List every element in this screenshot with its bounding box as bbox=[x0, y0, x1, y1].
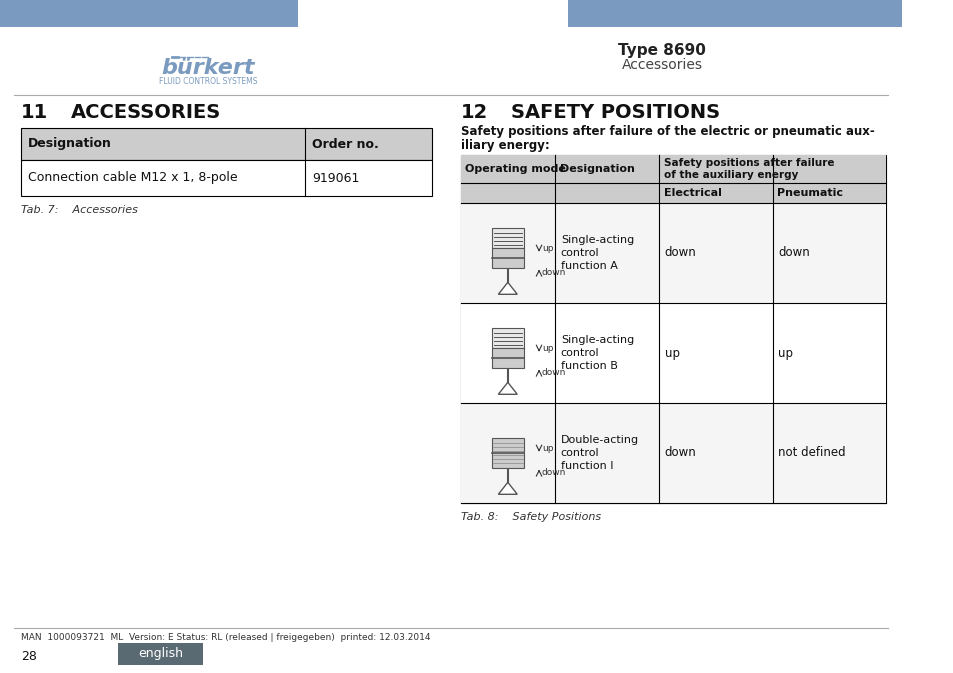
Text: Safety positions after failure
of the auxiliary energy: Safety positions after failure of the au… bbox=[663, 157, 834, 180]
Text: down: down bbox=[664, 246, 696, 260]
Bar bbox=[0, 0, 297, 27]
Text: Accessories: Accessories bbox=[620, 58, 701, 72]
Bar bbox=[460, 155, 885, 183]
Bar bbox=[491, 349, 523, 368]
Text: Pneumatic: Pneumatic bbox=[777, 188, 842, 198]
Text: 11: 11 bbox=[21, 102, 48, 122]
Text: Operating mode: Operating mode bbox=[465, 164, 565, 174]
Text: down: down bbox=[541, 368, 566, 377]
Text: Tab. 7:    Accessories: Tab. 7: Accessories bbox=[21, 205, 137, 215]
Polygon shape bbox=[497, 483, 517, 494]
Text: down: down bbox=[664, 446, 696, 460]
Text: bürkert: bürkert bbox=[161, 58, 254, 78]
Bar bbox=[460, 403, 885, 503]
Text: not defined: not defined bbox=[778, 446, 845, 460]
Text: down: down bbox=[778, 246, 809, 260]
Bar bbox=[491, 248, 523, 269]
Text: up: up bbox=[541, 344, 553, 353]
Bar bbox=[491, 328, 523, 349]
Text: up: up bbox=[778, 347, 793, 359]
Text: Designation: Designation bbox=[559, 164, 634, 174]
Text: up: up bbox=[664, 347, 679, 359]
Text: 28: 28 bbox=[21, 651, 36, 664]
Bar bbox=[118, 643, 203, 665]
Bar bbox=[460, 203, 885, 303]
Text: Safety positions after failure of the electric or pneumatic aux-: Safety positions after failure of the el… bbox=[460, 125, 873, 139]
Text: Connection cable M12 x 1, 8-pole: Connection cable M12 x 1, 8-pole bbox=[29, 172, 237, 184]
Text: FLUID CONTROL SYSTEMS: FLUID CONTROL SYSTEMS bbox=[158, 77, 257, 87]
Text: up: up bbox=[541, 444, 553, 453]
Bar bbox=[491, 228, 523, 248]
Bar bbox=[568, 0, 902, 27]
Text: up: up bbox=[541, 244, 553, 253]
Bar bbox=[659, 183, 885, 203]
Bar bbox=[460, 183, 659, 203]
Text: down: down bbox=[541, 268, 566, 277]
Bar bbox=[21, 160, 432, 196]
Text: ACCESSORIES: ACCESSORIES bbox=[71, 102, 221, 122]
Text: down: down bbox=[541, 468, 566, 477]
Text: Electrical: Electrical bbox=[663, 188, 721, 198]
Text: english: english bbox=[138, 647, 183, 660]
Bar bbox=[460, 155, 885, 503]
Text: MAN  1000093721  ML  Version: E Status: RL (released | freigegeben)  printed: 12: MAN 1000093721 ML Version: E Status: RL … bbox=[21, 633, 430, 643]
Text: iliary energy:: iliary energy: bbox=[460, 139, 549, 151]
Text: Double-acting
control
function I: Double-acting control function I bbox=[560, 435, 639, 471]
Text: Single-acting
control
function B: Single-acting control function B bbox=[560, 334, 634, 371]
Text: 12: 12 bbox=[460, 102, 487, 122]
Text: 919061: 919061 bbox=[312, 172, 359, 184]
Polygon shape bbox=[497, 282, 517, 294]
Text: Single-acting
control
function A: Single-acting control function A bbox=[560, 235, 634, 271]
Bar bbox=[491, 437, 523, 468]
Text: Tab. 8:    Safety Positions: Tab. 8: Safety Positions bbox=[460, 512, 600, 522]
Bar bbox=[460, 303, 885, 403]
Polygon shape bbox=[497, 382, 517, 394]
Text: SAFETY POSITIONS: SAFETY POSITIONS bbox=[510, 102, 719, 122]
Text: Order no.: Order no. bbox=[312, 137, 378, 151]
Text: Type 8690: Type 8690 bbox=[618, 42, 705, 57]
Bar bbox=[21, 128, 432, 160]
Text: Designation: Designation bbox=[29, 137, 112, 151]
